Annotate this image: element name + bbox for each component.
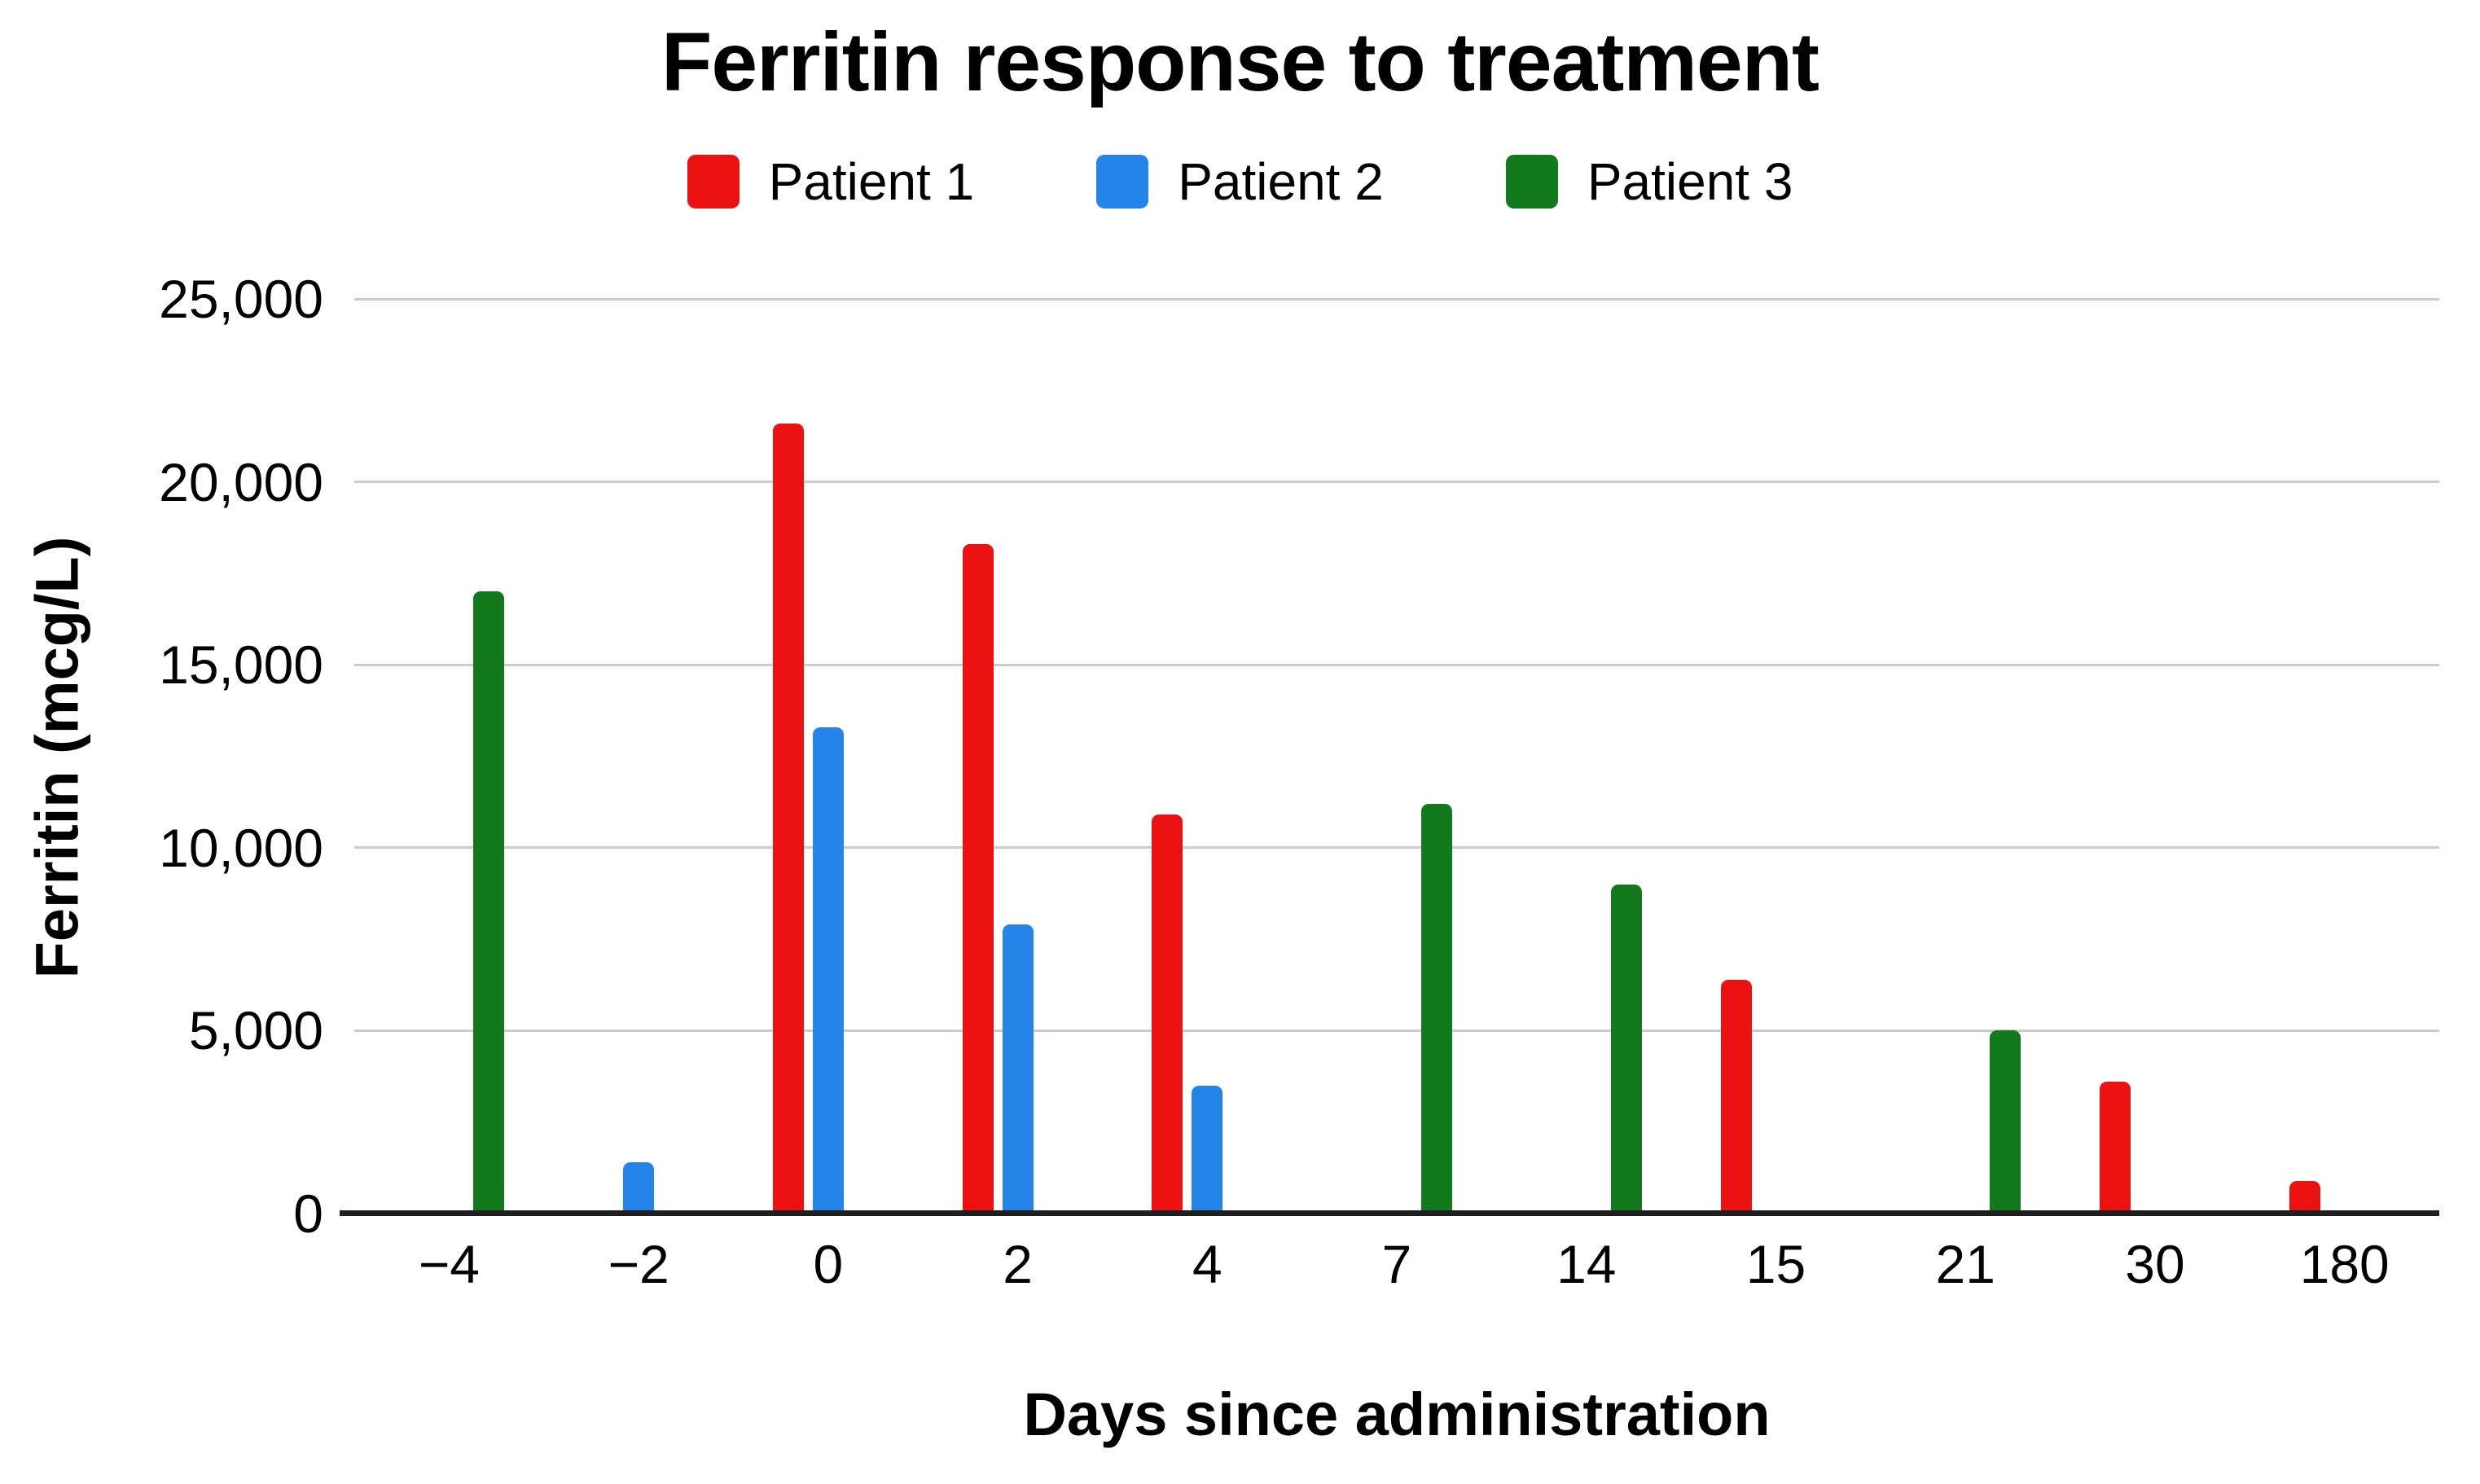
x-axis-title: Days since administration [1023,1381,1771,1448]
y-tick-label-15000: 15,000 [159,634,323,696]
bar-patient2-day-0 [812,727,844,1214]
y-tick-label-5000: 5,000 [188,1000,323,1061]
legend-label-1: Patient 1 [768,152,975,211]
bar-slot [1192,1085,1223,1214]
chart-title: Ferritin response to treatment [661,15,1819,108]
bar-slot [2099,1082,2131,1214]
legend-item-2: Patient 2 [1096,151,1384,212]
bar-slot [1720,979,1752,1214]
bar-patient2-day-−2 [623,1162,655,1214]
bar-group-day-4 [1113,299,1302,1214]
bar-group-day-180 [2250,299,2439,1214]
y-tick-label-25000: 25,000 [159,269,323,329]
x-tick-label-−2: −2 [608,1234,669,1294]
x-tick-label-4: 4 [1192,1234,1222,1294]
gridline-25000 [354,297,2439,301]
x-tick-label-30: 30 [2125,1234,2185,1294]
legend: Patient 1 Patient 2 Patient 3 [0,151,2480,212]
bar-group-day-21 [1871,299,2061,1214]
legend-swatch-2 [1096,155,1149,209]
x-tick-label-21: 21 [1935,1234,1995,1294]
x-tick-label-180: 180 [2299,1234,2390,1294]
bar-patient1-day-30 [2099,1082,2131,1214]
bar-patient3-day-−4 [473,591,505,1214]
bar-groups [354,299,2439,1214]
x-tick-label-2: 2 [1003,1234,1033,1294]
legend-item-1: Patient 1 [687,151,975,212]
x-tick-label-7: 7 [1381,1234,1412,1294]
bar-patient1-day-180 [2289,1180,2320,1214]
bar-group-day-7 [1302,299,1492,1214]
y-tick-label-20000: 20,000 [159,451,323,512]
bar-slot [1421,803,1453,1214]
bar-slot [623,1162,655,1214]
bar-slot [1990,1030,2021,1214]
bar-patient1-day-0 [772,423,804,1214]
bar-patient2-day-4 [1192,1085,1223,1214]
bar-patient2-day-2 [1002,924,1034,1214]
bar-patient3-day-21 [1990,1030,2021,1214]
bar-slot [1002,924,1034,1214]
y-axis-tick-labels: 0 5,000 10,000 15,000 20,000 25,000 [0,269,323,1244]
x-axis-line [340,1210,2439,1216]
x-tick-label-14: 14 [1556,1234,1617,1294]
legend-swatch-3 [1505,155,1558,209]
bar-patient1-day-15 [1720,979,1752,1214]
gridline-10000 [354,846,2439,850]
bar-slot [1610,884,1642,1214]
bar-slot [2289,1180,2320,1214]
x-tick-label-15: 15 [1745,1234,1806,1294]
bar-group-day-14 [1491,299,1681,1214]
bar-slot [473,591,505,1214]
bar-slot [1152,814,1183,1214]
x-tick-label-0: 0 [813,1234,844,1294]
plot-area [340,297,2439,1216]
x-axis-tick-labels: −4 −2 0 2 4 7 14 15 21 30 180 [354,1233,2439,1295]
bar-patient3-day-14 [1610,884,1642,1214]
x-tick-label-−4: −4 [418,1234,480,1294]
legend-label-3: Patient 3 [1587,152,1793,211]
bar-group-day-−2 [544,299,734,1214]
bar-patient1-day-4 [1152,814,1183,1214]
bar-patient1-day-2 [962,543,994,1214]
gridline-15000 [354,663,2439,666]
bar-slot [962,543,994,1214]
bar-slot [812,727,844,1214]
bar-group-day-0 [733,299,923,1214]
bar-group-day-2 [923,299,1113,1214]
bar-group-day-15 [1681,299,1871,1214]
bar-slot [772,423,804,1214]
y-tick-label-10000: 10,000 [159,817,323,878]
y-tick-label-0: 0 [293,1183,323,1244]
legend-item-3: Patient 3 [1505,151,1793,212]
bar-group-day-30 [2061,299,2250,1214]
gridline-5000 [354,1029,2439,1032]
legend-swatch-1 [687,155,740,209]
gridline-20000 [354,481,2439,484]
legend-label-2: Patient 2 [1178,152,1384,211]
bar-patient3-day-7 [1421,803,1453,1214]
bar-group-day-−4 [354,299,544,1214]
